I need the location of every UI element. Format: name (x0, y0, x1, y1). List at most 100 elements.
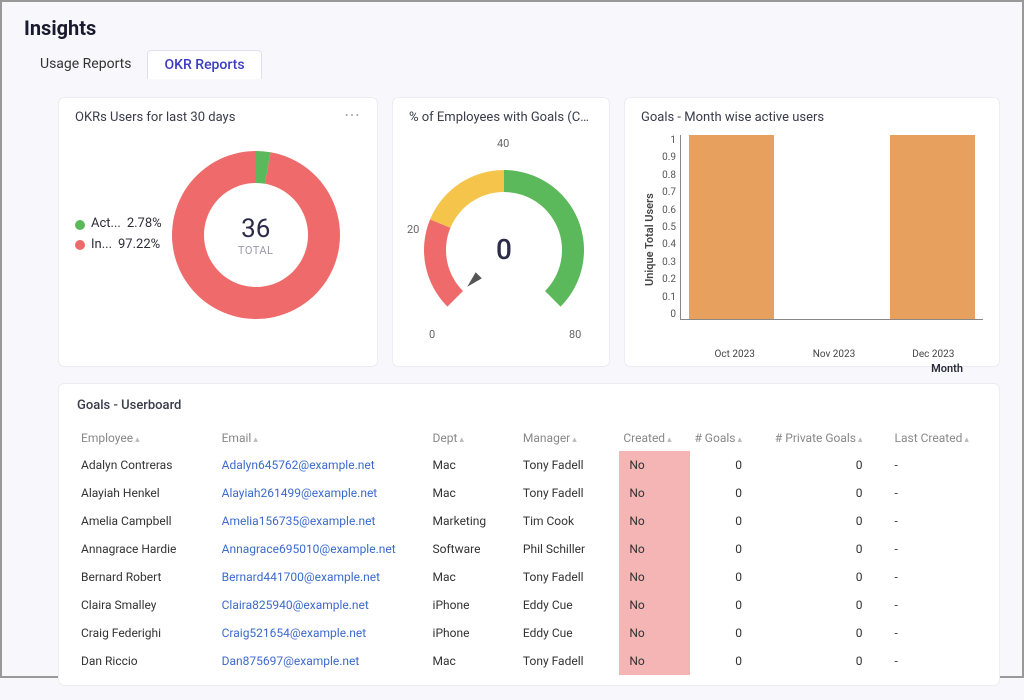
cell-dept: Mac (429, 563, 519, 591)
email-link[interactable]: Alayiah261499@example.net (222, 486, 378, 500)
userboard-table: Employee▴ Email▴ Dept▴ Manager▴ Created▴… (77, 425, 981, 675)
cell-manager: Tony Fadell (519, 647, 619, 675)
gauge-tick-mid: 40 (497, 137, 509, 150)
cell-goals: 0 (690, 591, 770, 619)
x-axis-title: Month (641, 362, 963, 375)
cell-employee: Craig Federighi (77, 619, 218, 647)
email-link[interactable]: Adalyn645762@example.net (222, 458, 375, 472)
table-row[interactable]: Craig Federighi Craig521654@example.net iP… (77, 619, 981, 647)
cell-private: 0 (770, 451, 891, 479)
y-axis-label: Unique Total Users (641, 135, 658, 345)
cell-goals: 0 (690, 507, 770, 535)
cell-dept: Mac (429, 647, 519, 675)
col-private-goals[interactable]: # Private Goals▴ (770, 425, 891, 451)
cell-last: - (891, 451, 981, 479)
card-menu-icon[interactable]: ⋯ (344, 110, 361, 120)
table-title: Goals - Userboard (77, 398, 981, 413)
table-row[interactable]: Adalyn Contreras Adalyn645762@example.net… (77, 451, 981, 479)
tab-usage-reports[interactable]: Usage Reports (24, 50, 147, 79)
bar (890, 135, 975, 319)
email-link[interactable]: Craig521654@example.net (222, 626, 367, 640)
cell-employee: Dan Riccio (77, 647, 218, 675)
cell-private: 0 (770, 507, 891, 535)
table-row[interactable]: Amelia CampbellAmelia156735@example.netM… (77, 507, 981, 535)
legend-item: In... 97.22% (75, 235, 162, 256)
table-row[interactable]: Annagrace HardieAnnagrace695010@example.… (77, 535, 981, 563)
cell-goals: 0 (690, 619, 770, 647)
table-row[interactable]: Bernard Robert Bernard441700@example.net M… (77, 563, 981, 591)
table-row[interactable]: Dan Riccio Dan875697@example.net MacTony F… (77, 647, 981, 675)
table-row[interactable]: Alayiah HenkelAlayiah261499@example.netM… (77, 479, 981, 507)
cell-goals: 0 (690, 479, 770, 507)
cell-employee: Adalyn Contreras (77, 451, 218, 479)
cell-created: No (619, 647, 689, 675)
x-label: Nov 2023 (784, 349, 883, 360)
legend-item: Act... 2.78% (75, 214, 162, 235)
col-employee[interactable]: Employee▴ (77, 425, 218, 451)
cell-created: No (619, 479, 689, 507)
legend-value: 97.22% (118, 235, 160, 256)
y-axis-ticks: 10.90.80.70.60.50.40.30.20.10 (658, 135, 680, 320)
card-userboard: Goals - Userboard Employee▴ Email▴ Dept▴… (58, 383, 1000, 686)
email-link[interactable]: Dan875697@example.net (222, 654, 360, 668)
col-email[interactable]: Email▴ (218, 425, 429, 451)
card-title: % of Employees with Goals (Curren... (409, 110, 593, 125)
x-label: Dec 2023 (884, 349, 983, 360)
email-link[interactable]: Amelia156735@example.net (222, 514, 376, 528)
cell-last: - (891, 563, 981, 591)
cell-email: Claira825940@example.net (218, 591, 429, 619)
col-goals[interactable]: # Goals▴ (690, 425, 770, 451)
cell-last: - (891, 619, 981, 647)
cell-email: Dan875697@example.net (218, 647, 429, 675)
cell-last: - (891, 507, 981, 535)
col-created[interactable]: Created▴ (619, 425, 689, 451)
cell-private: 0 (770, 591, 891, 619)
cell-goals: 0 (690, 647, 770, 675)
cell-private: 0 (770, 479, 891, 507)
cell-created: No (619, 619, 689, 647)
cell-employee: Amelia Campbell (77, 507, 218, 535)
cell-private: 0 (770, 647, 891, 675)
gauge-tick-q1: 20 (407, 223, 419, 236)
cell-dept: iPhone (429, 619, 519, 647)
cell-goals: 0 (690, 563, 770, 591)
cell-last: - (891, 647, 981, 675)
tab-okr-reports[interactable]: OKR Reports (147, 50, 261, 79)
legend-value: 2.78% (127, 214, 162, 235)
cell-private: 0 (770, 563, 891, 591)
cell-employee: Alayiah Henkel (77, 479, 218, 507)
x-label: Oct 2023 (685, 349, 784, 360)
cell-manager: Tony Fadell (519, 563, 619, 591)
col-manager[interactable]: Manager▴ (519, 425, 619, 451)
tabs: Usage Reports OKR Reports (24, 50, 1000, 79)
cell-last: - (891, 591, 981, 619)
cell-created: No (619, 563, 689, 591)
legend-label: In... (91, 235, 112, 256)
donut-total-value: 36 (241, 214, 270, 244)
col-dept[interactable]: Dept▴ (429, 425, 519, 451)
cell-manager: Tony Fadell (519, 451, 619, 479)
email-link[interactable]: Bernard441700@example.net (222, 570, 381, 584)
cell-manager: Tim Cook (519, 507, 619, 535)
cell-employee: Bernard Robert (77, 563, 218, 591)
gauge-tick-min: 0 (429, 328, 435, 341)
gauge-tick-max: 80 (569, 328, 581, 341)
cell-goals: 0 (690, 535, 770, 563)
page-title: Insights (24, 16, 1000, 40)
legend-dot-icon (75, 240, 85, 250)
email-link[interactable]: Annagrace695010@example.net (222, 542, 396, 556)
col-last-created[interactable]: Last Created▴ (891, 425, 981, 451)
donut-chart: 36 TOTAL (166, 145, 346, 325)
cell-email: Adalyn645762@example.net (218, 451, 429, 479)
cell-created: No (619, 535, 689, 563)
cell-email: Amelia156735@example.net (218, 507, 429, 535)
cell-manager: Phil Schiller (519, 535, 619, 563)
table-row[interactable]: Claira SmalleyClaira825940@example.netiP… (77, 591, 981, 619)
card-title: OKRs Users for last 30 days (75, 110, 344, 125)
legend-dot-icon (75, 220, 85, 230)
cell-manager: Eddy Cue (519, 591, 619, 619)
cell-email: Annagrace695010@example.net (218, 535, 429, 563)
cell-last: - (891, 535, 981, 563)
cell-dept: iPhone (429, 591, 519, 619)
email-link[interactable]: Claira825940@example.net (222, 598, 369, 612)
